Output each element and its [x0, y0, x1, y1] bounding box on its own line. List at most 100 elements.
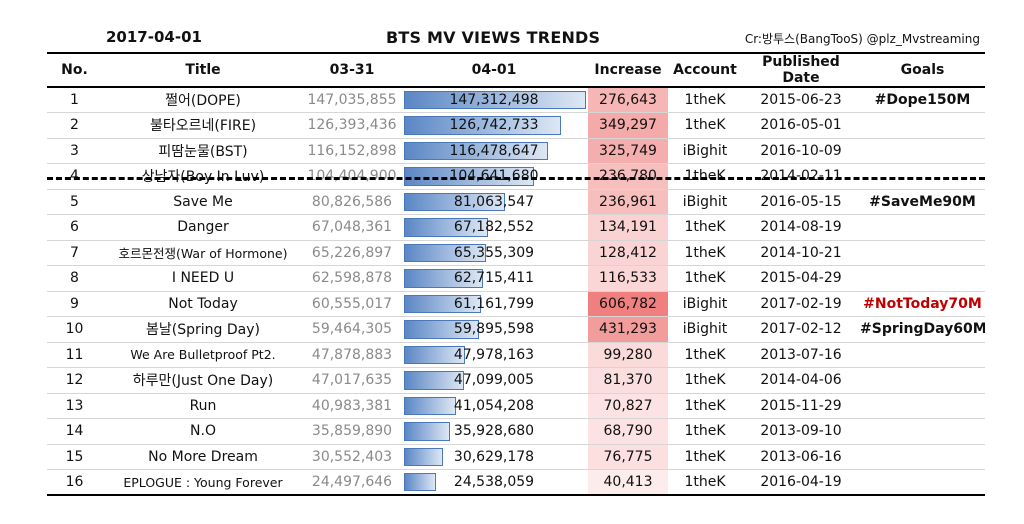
header-bar: 2017-04-01 BTS MV VIEWS TRENDS Cr:방투스(Ba…: [0, 26, 1024, 50]
views-bar: [404, 243, 486, 262]
row-cur-views: 59,895,598: [453, 321, 535, 338]
table-row: 4 상남자(Boy In Luv) 104,404,900 104,641,680 23…: [47, 163, 985, 190]
row-title: 쩔어(DOPE): [102, 87, 304, 113]
row-cur-views: 61,161,799: [453, 295, 535, 312]
views-bar: [404, 141, 549, 160]
row-account: 1theK: [668, 342, 742, 368]
row-cur-views: 126,742,733: [449, 117, 539, 134]
row-cur-views: 62,715,411: [453, 270, 535, 287]
row-increase: 606,782: [588, 291, 668, 317]
row-goal: [860, 342, 985, 368]
row-cur-views-cell: 30,629,178: [400, 444, 588, 470]
row-goal: [860, 214, 985, 241]
row-goal: [860, 469, 985, 496]
row-increase: 116,533: [588, 265, 668, 292]
row-prev-views: 24,497,646: [304, 469, 400, 496]
col-header-account: Account: [668, 52, 742, 88]
col-header-prev-date: 03-31: [304, 52, 400, 88]
row-cur-views: 67,182,552: [453, 219, 535, 236]
table-row: 11 We Are Bulletproof Pt2. 47,878,883 47,97…: [47, 342, 985, 368]
row-account: iBighit: [668, 189, 742, 215]
row-prev-views: 104,404,900: [304, 163, 400, 190]
row-number: 10: [47, 316, 102, 343]
row-prev-views: 40,983,381: [304, 393, 400, 419]
row-number: 15: [47, 444, 102, 470]
views-bar: [404, 371, 464, 390]
table-row: 3 피땀눈물(BST) 116,152,898 116,478,647 325,749 i…: [47, 138, 985, 164]
row-cur-views: 47,099,005: [453, 372, 535, 389]
row-cur-views-cell: 61,161,799: [400, 291, 588, 317]
row-title: 봄날(Spring Day): [102, 316, 304, 343]
row-cur-views-cell: 62,715,411: [400, 265, 588, 292]
tier-divider-line: [47, 177, 985, 180]
row-cur-views: 104,641,680: [449, 168, 539, 185]
row-title: 불타오르네(FIRE): [102, 112, 304, 139]
row-increase: 40,413: [588, 469, 668, 496]
views-bar: [404, 91, 586, 109]
row-title: 호르몬전쟁(War of Hormone): [102, 240, 304, 266]
table-row: 5 Save Me 80,826,586 81,063,547 236,961 iBigh…: [47, 189, 985, 215]
row-published-date: 2013-06-16: [742, 444, 860, 470]
row-goal: [860, 265, 985, 292]
row-goal: #NotToday70M: [860, 291, 985, 317]
row-increase: 76,775: [588, 444, 668, 470]
row-published-date: 2014-02-11: [742, 163, 860, 190]
table-row: 9 Not Today 60,555,017 61,161,799 606,782 iBi…: [47, 291, 985, 317]
row-account: iBighit: [668, 316, 742, 343]
page-title: BTS MV VIEWS TRENDS: [386, 28, 601, 47]
row-cur-views: 81,063,547: [453, 193, 535, 210]
row-number: 14: [47, 418, 102, 445]
row-cur-views-cell: 81,063,547: [400, 189, 588, 215]
row-published-date: 2017-02-19: [742, 291, 860, 317]
row-cur-views-cell: 65,355,309: [400, 240, 588, 266]
row-goal: #Dope150M: [860, 87, 985, 113]
row-number: 8: [47, 265, 102, 292]
row-increase: 81,370: [588, 367, 668, 394]
row-title: 하루만(Just One Day): [102, 367, 304, 394]
row-published-date: 2016-05-01: [742, 112, 860, 139]
row-title: 피땀눈물(BST): [102, 138, 304, 164]
row-goal: [860, 240, 985, 266]
views-bar: [404, 269, 483, 288]
row-cur-views-cell: 41,054,208: [400, 393, 588, 419]
col-header-no: No.: [47, 52, 102, 88]
row-prev-views: 65,226,897: [304, 240, 400, 266]
row-title: No More Dream: [102, 444, 304, 470]
row-account: 1theK: [668, 112, 742, 139]
row-prev-views: 147,035,855: [304, 87, 400, 113]
row-increase: 68,790: [588, 418, 668, 445]
row-account: 1theK: [668, 240, 742, 266]
views-bar: [404, 294, 481, 313]
credit-text: Cr:방투스(BangTooS) @plz_Mvstreaming: [744, 32, 980, 46]
col-header-increase: Increase: [588, 52, 668, 88]
row-account: 1theK: [668, 393, 742, 419]
views-bar: [404, 473, 436, 491]
row-prev-views: 59,464,305: [304, 316, 400, 343]
row-account: 1theK: [668, 214, 742, 241]
row-number: 12: [47, 367, 102, 394]
row-increase: 325,749: [588, 138, 668, 164]
row-title: Not Today: [102, 291, 304, 317]
table-header-row: No. Title 03-31 04-01 Increase Account P…: [47, 52, 985, 88]
row-cur-views-cell: 47,978,163: [400, 342, 588, 368]
row-published-date: 2017-02-12: [742, 316, 860, 343]
row-increase: 70,827: [588, 393, 668, 419]
row-number: 13: [47, 393, 102, 419]
row-account: iBighit: [668, 138, 742, 164]
row-prev-views: 47,878,883: [304, 342, 400, 368]
row-published-date: 2015-04-29: [742, 265, 860, 292]
views-bar: [404, 320, 480, 339]
table-row: 15 No More Dream 30,552,403 30,629,178 76,77…: [47, 444, 985, 470]
row-cur-views: 41,054,208: [453, 397, 535, 414]
row-number: 16: [47, 469, 102, 496]
row-title: Save Me: [102, 189, 304, 215]
table-row: 16 EPLOGUE : Young Forever 24,497,646 24,53…: [47, 469, 985, 496]
row-increase: 236,780: [588, 163, 668, 190]
row-goal: [860, 138, 985, 164]
row-account: 1theK: [668, 367, 742, 394]
row-prev-views: 62,598,878: [304, 265, 400, 292]
row-goal: [860, 112, 985, 139]
views-bar: [404, 192, 506, 211]
table-row: 14 N.O 35,859,890 35,928,680 68,790 1theK 2013…: [47, 418, 985, 445]
